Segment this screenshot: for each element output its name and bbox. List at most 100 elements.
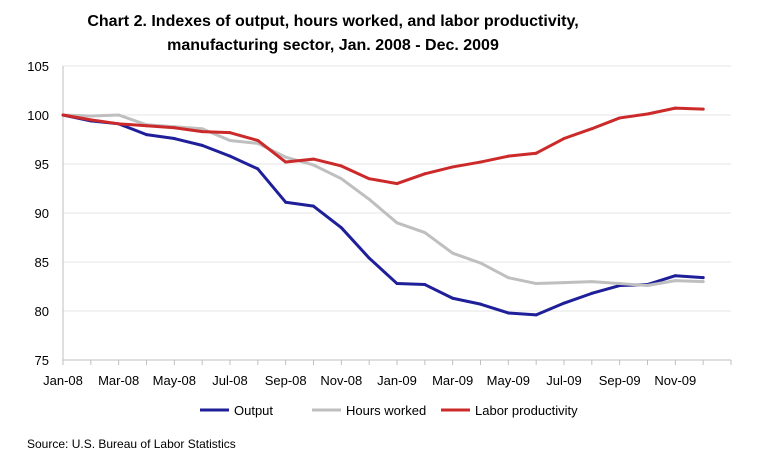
data-point-labor-productivity [256,138,260,142]
data-point-labor-productivity [172,126,176,130]
data-point-labor-productivity [312,157,315,161]
data-point-hours-worked [117,113,121,117]
data-point-hours-worked [312,163,315,167]
chart-subtitle: manufacturing sector, Jan. 2008 - Dec. 2… [167,37,499,54]
data-point-labor-productivity [506,154,510,158]
data-point-hours-worked [479,261,482,265]
legend-label-labor-productivity: Labor productivity [475,403,578,418]
legend-label-output: Output [234,403,273,418]
data-point-labor-productivity [701,107,705,111]
y-tick-label: 85 [35,255,49,270]
data-point-labor-productivity [562,137,566,141]
data-point-hours-worked [200,127,204,131]
data-point-hours-worked [339,177,343,181]
data-point-hours-worked [451,251,455,255]
data-point-labor-productivity [673,106,677,110]
axes [62,66,732,365]
data-point-labor-productivity [228,131,232,135]
data-point-hours-worked [506,276,510,280]
series-line-labor-productivity [61,106,705,186]
data-point-output [534,313,538,317]
x-tick-label: Jan-08 [43,373,83,388]
x-tick-label: Mar-08 [98,373,139,388]
y-tick-label: 80 [35,304,49,319]
data-point-labor-productivity [200,130,204,134]
x-tick-label: Nov-09 [654,373,696,388]
data-point-output [562,301,566,305]
data-point-labor-productivity [451,165,455,169]
x-tick-label: Jul-09 [546,373,581,388]
data-point-hours-worked [284,155,288,159]
data-point-hours-worked [590,280,594,284]
x-tick-label: Mar-09 [432,373,473,388]
data-point-labor-productivity [145,124,148,128]
data-point-output [172,137,176,141]
data-point-hours-worked [701,280,705,284]
series-hours-worked [61,113,705,288]
y-tick-label: 100 [27,108,49,123]
data-point-output [256,167,260,171]
x-tick-label: May-08 [153,373,196,388]
data-point-output [423,283,427,287]
series-line-output [61,113,705,317]
series-labor-productivity [61,106,705,186]
data-point-hours-worked [534,282,538,286]
data-point-labor-productivity [534,151,538,155]
y-tick-label: 90 [35,206,49,221]
data-point-hours-worked [228,138,232,142]
data-point-output [284,200,288,204]
data-point-output [590,291,594,295]
source-note: Source: U.S. Bureau of Labor Statistics [27,437,236,451]
data-point-output [479,302,482,306]
x-tick-label: Jul-08 [212,373,247,388]
data-point-output [451,296,455,300]
data-point-hours-worked [673,279,677,283]
data-point-labor-productivity [339,164,343,168]
data-point-hours-worked [423,231,427,235]
data-point-labor-productivity [395,182,399,186]
x-tick-label: Nov-08 [320,373,362,388]
chart-title: Chart 2. Indexes of output, hours worked… [87,13,578,30]
data-point-hours-worked [89,114,93,118]
data-point-labor-productivity [117,122,121,126]
data-point-output [339,226,343,230]
data-point-labor-productivity [367,177,371,181]
data-point-hours-worked [395,221,399,225]
data-point-labor-productivity [618,116,622,120]
data-point-output [312,204,315,208]
data-point-labor-productivity [284,160,288,164]
data-point-hours-worked [646,284,649,288]
series-line-hours-worked [61,113,705,288]
series-output [61,113,705,317]
y-tick-label: 95 [35,157,49,172]
series-lines [61,106,705,317]
legend: Output Hours worked Labor productivity [200,403,578,418]
x-tick-label: Sep-09 [599,373,641,388]
y-axis-ticks: 75 80 85 90 95 100 105 [27,59,49,368]
data-point-output [200,143,204,147]
data-point-hours-worked [618,282,622,286]
y-tick-label: 75 [35,353,49,368]
data-point-labor-productivity [479,160,482,164]
data-point-labor-productivity [423,172,427,176]
data-point-hours-worked [562,281,566,285]
data-point-labor-productivity [646,112,649,116]
data-point-labor-productivity [89,118,93,122]
data-point-output [228,154,232,158]
data-point-output [367,256,371,260]
gridlines [63,65,731,312]
legend-label-hours-worked: Hours worked [346,403,426,418]
data-point-output [506,311,510,315]
data-point-output [701,276,705,280]
x-tick-label: Jan-09 [377,373,417,388]
data-point-output [145,133,148,137]
data-point-labor-productivity [590,127,594,131]
data-point-output [673,274,677,278]
x-tick-label: May-09 [487,373,530,388]
y-tick-label: 105 [27,59,49,74]
data-point-hours-worked [367,197,371,201]
x-tick-label: Sep-08 [265,373,307,388]
x-axis-ticks: Jan-08 Mar-08 May-08 Jul-08 Sep-08 Nov-08 Jan-… [43,373,696,388]
data-point-labor-productivity [61,113,65,117]
